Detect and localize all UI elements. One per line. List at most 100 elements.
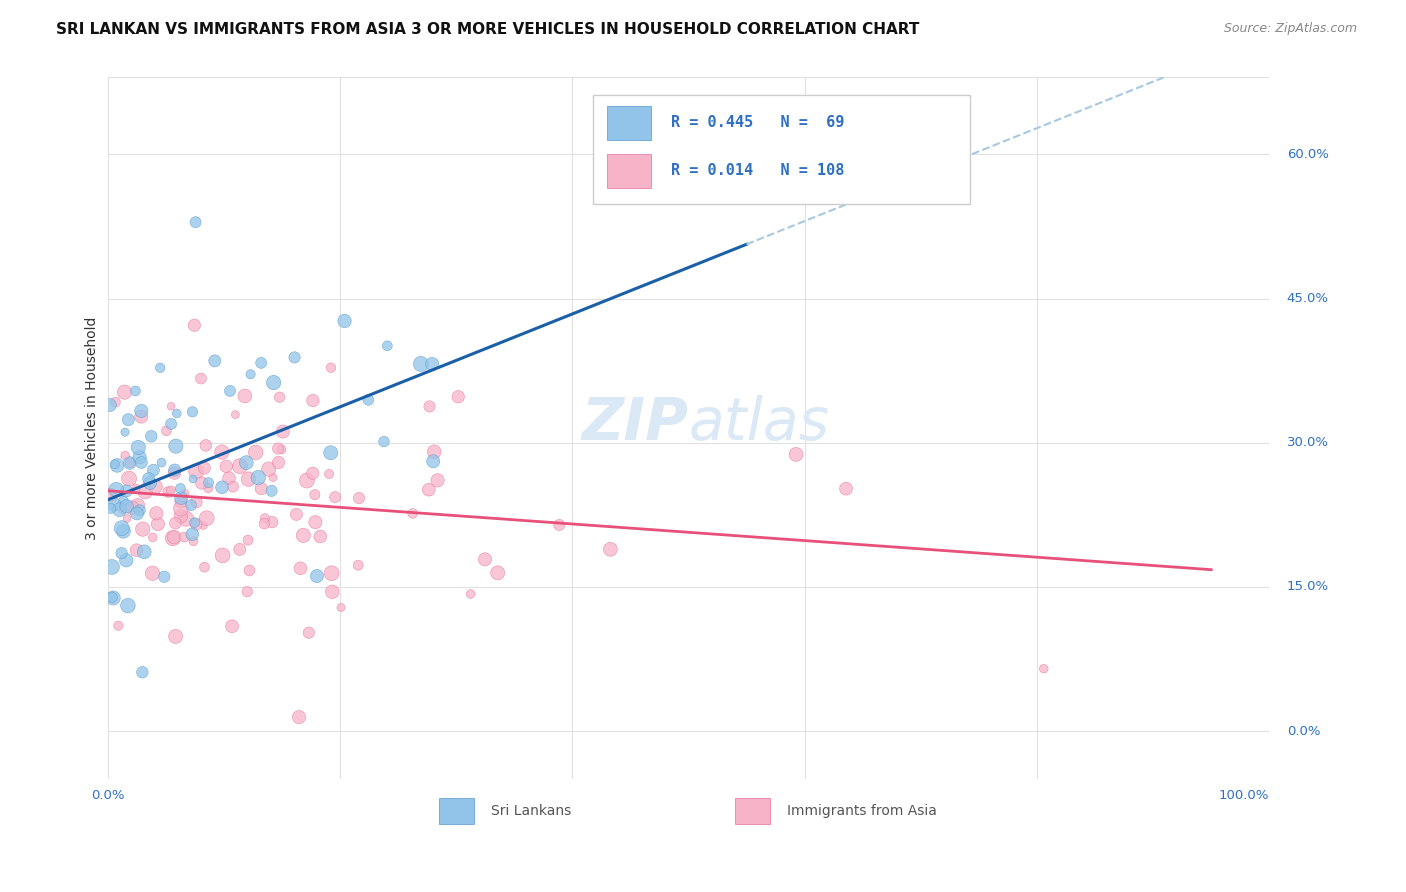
Point xyxy=(104,395,127,409)
Point xyxy=(330,600,353,615)
Point xyxy=(247,470,270,484)
Point xyxy=(1032,662,1054,676)
Point xyxy=(104,457,127,471)
Point xyxy=(181,405,204,419)
Point xyxy=(139,475,162,490)
Point xyxy=(181,527,204,541)
Point xyxy=(211,480,233,494)
Point xyxy=(298,625,321,640)
Point xyxy=(124,384,146,398)
Point xyxy=(197,481,219,495)
Point xyxy=(263,376,285,390)
Point xyxy=(160,417,183,431)
Point xyxy=(163,463,186,477)
Point xyxy=(169,482,191,496)
Point xyxy=(118,472,141,486)
Point xyxy=(163,466,186,480)
Y-axis label: 3 or more Vehicles in Household: 3 or more Vehicles in Household xyxy=(86,317,100,540)
Point xyxy=(309,529,332,543)
Text: Immigrants from Asia: Immigrants from Asia xyxy=(787,804,936,818)
Point xyxy=(131,456,153,470)
Point xyxy=(193,560,215,574)
Point xyxy=(599,542,621,557)
Point xyxy=(319,360,342,375)
Point xyxy=(319,446,342,460)
Point xyxy=(301,467,323,481)
Point xyxy=(224,408,246,422)
Point xyxy=(418,483,440,497)
Point xyxy=(142,463,165,477)
Point xyxy=(105,458,128,473)
Point xyxy=(183,318,205,333)
Point xyxy=(295,474,318,488)
Point xyxy=(170,501,193,516)
Point xyxy=(194,438,217,452)
Point xyxy=(108,502,131,516)
Point xyxy=(422,454,444,468)
Point xyxy=(347,558,370,573)
Point xyxy=(221,619,243,633)
Point xyxy=(193,518,215,533)
Point xyxy=(304,488,326,502)
Text: SRI LANKAN VS IMMIGRANTS FROM ASIA 3 OR MORE VEHICLES IN HOUSEHOLD CORRELATION C: SRI LANKAN VS IMMIGRANTS FROM ASIA 3 OR … xyxy=(56,22,920,37)
Point xyxy=(304,515,326,529)
Point xyxy=(290,561,312,575)
Point xyxy=(323,490,346,504)
Point xyxy=(115,511,138,525)
Point xyxy=(219,384,242,398)
Point xyxy=(253,511,276,525)
Point xyxy=(548,517,571,532)
Text: 100.0%: 100.0% xyxy=(1219,789,1270,802)
Text: 60.0%: 60.0% xyxy=(1286,148,1329,161)
Point xyxy=(118,456,141,470)
Point xyxy=(785,447,807,461)
Point xyxy=(170,509,193,524)
Text: 45.0%: 45.0% xyxy=(1286,292,1329,305)
Point xyxy=(186,495,208,509)
Point xyxy=(173,487,195,501)
Point xyxy=(447,390,470,404)
Text: R = 0.014   N = 108: R = 0.014 N = 108 xyxy=(671,163,845,178)
Text: 15.0%: 15.0% xyxy=(1286,581,1329,593)
Point xyxy=(160,399,183,413)
Text: 0.0%: 0.0% xyxy=(1286,724,1320,738)
Point xyxy=(253,516,276,531)
Point xyxy=(238,472,260,486)
Point xyxy=(155,424,177,438)
Text: atlas: atlas xyxy=(689,395,830,452)
Point xyxy=(184,464,207,478)
Point xyxy=(835,482,858,496)
Point xyxy=(134,484,156,499)
Point xyxy=(211,549,233,563)
Bar xyxy=(735,797,769,824)
Point xyxy=(321,566,343,581)
Point xyxy=(111,503,134,517)
Point xyxy=(292,528,315,542)
Point xyxy=(204,354,226,368)
Point xyxy=(250,482,273,496)
Point xyxy=(305,569,328,583)
Point xyxy=(115,483,138,498)
Point xyxy=(174,511,197,525)
Point xyxy=(107,618,129,632)
Point xyxy=(98,398,121,412)
Point xyxy=(153,570,176,584)
Point xyxy=(166,407,188,421)
Point xyxy=(218,471,240,485)
Point xyxy=(173,530,195,544)
Point xyxy=(267,455,290,469)
Text: Source: ZipAtlas.com: Source: ZipAtlas.com xyxy=(1223,22,1357,36)
Text: R = 0.445   N =  69: R = 0.445 N = 69 xyxy=(671,115,845,130)
Point xyxy=(423,444,446,458)
Point xyxy=(114,449,136,463)
Point xyxy=(347,491,370,505)
Point xyxy=(183,534,205,549)
Point xyxy=(141,429,163,443)
Point xyxy=(418,400,440,414)
Point xyxy=(128,450,150,465)
Point xyxy=(132,522,155,536)
Point xyxy=(262,470,284,484)
Point xyxy=(211,445,233,459)
Point xyxy=(129,409,152,424)
Point xyxy=(271,425,294,439)
